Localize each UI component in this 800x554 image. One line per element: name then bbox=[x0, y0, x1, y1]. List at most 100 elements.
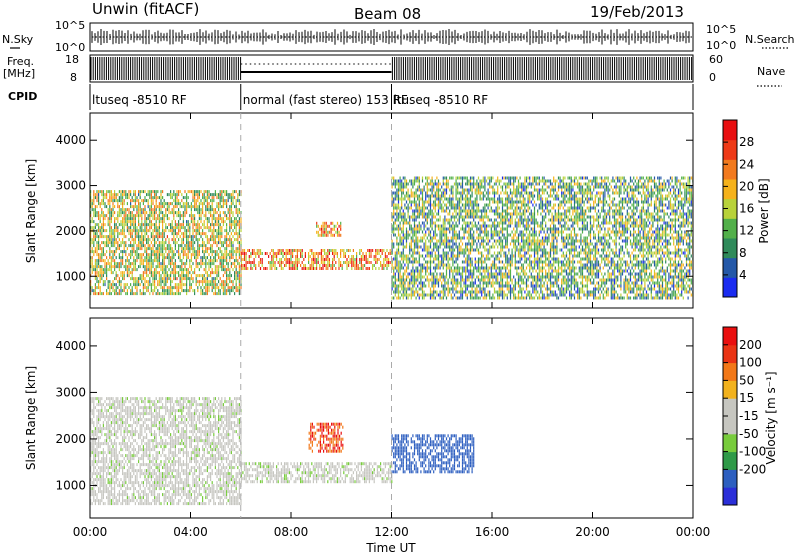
heat-cell bbox=[481, 209, 483, 213]
heat-cell bbox=[230, 199, 232, 203]
heat-cell bbox=[192, 250, 194, 254]
heat-cell bbox=[482, 278, 484, 282]
heat-cell bbox=[237, 214, 239, 218]
heat-cell bbox=[195, 226, 197, 230]
heat-cell bbox=[229, 205, 231, 209]
heat-cell bbox=[120, 199, 122, 203]
heat-cell bbox=[134, 202, 136, 206]
heat-cell bbox=[442, 224, 444, 228]
heat-cell bbox=[436, 194, 438, 198]
heat-cell bbox=[219, 196, 221, 200]
heat-cell bbox=[468, 272, 470, 276]
heat-cell bbox=[433, 194, 435, 198]
heat-cell bbox=[484, 260, 486, 264]
heat-cell bbox=[457, 236, 459, 240]
heat-cell bbox=[402, 188, 404, 192]
heat-cell bbox=[131, 217, 133, 221]
heat-cell bbox=[136, 292, 138, 296]
heat-cell bbox=[226, 193, 228, 197]
heat-cell bbox=[433, 293, 435, 297]
heat-cell bbox=[117, 193, 119, 197]
heat-cell bbox=[455, 284, 457, 288]
heat-cell bbox=[94, 226, 96, 230]
heat-cell bbox=[234, 217, 236, 221]
heat-cell bbox=[473, 218, 475, 222]
heat-cell bbox=[122, 238, 124, 242]
heat-cell bbox=[128, 217, 130, 221]
heat-cell bbox=[110, 271, 112, 275]
heat-cell bbox=[465, 221, 467, 225]
heat-cell bbox=[439, 224, 441, 228]
heat-cell bbox=[442, 254, 444, 258]
heat-cell bbox=[238, 220, 240, 224]
heat-cell bbox=[439, 260, 441, 264]
heat-cell bbox=[216, 259, 218, 263]
heat-cell bbox=[158, 277, 160, 281]
heat-cell bbox=[317, 258, 319, 261]
heat-cell bbox=[142, 223, 144, 227]
heat-cell bbox=[165, 292, 167, 296]
heat-cell bbox=[221, 229, 223, 233]
heat-cell bbox=[130, 211, 132, 215]
heat-cell bbox=[158, 262, 160, 266]
heat-cell bbox=[176, 223, 178, 227]
heat-cell bbox=[123, 283, 125, 287]
heat-cell bbox=[155, 256, 157, 260]
heat-cell bbox=[173, 256, 175, 260]
heat-cell bbox=[282, 267, 284, 270]
heat-cell bbox=[428, 233, 430, 237]
heat-cell bbox=[230, 286, 232, 290]
heat-cell bbox=[394, 185, 396, 189]
heat-cell bbox=[149, 220, 151, 224]
heat-cell bbox=[431, 218, 433, 222]
heat-cell bbox=[200, 232, 202, 236]
heat-cell bbox=[442, 257, 444, 261]
heat-cell bbox=[360, 264, 362, 267]
heat-cell bbox=[444, 263, 446, 267]
heat-cell bbox=[198, 211, 200, 215]
heat-cell bbox=[433, 236, 435, 240]
heat-cell bbox=[138, 190, 140, 194]
heat-cell bbox=[343, 249, 345, 252]
heat-cell bbox=[405, 242, 408, 246]
noise-right-tick-top: 10^5 bbox=[706, 23, 736, 36]
heat-cell bbox=[429, 218, 432, 222]
heat-cell bbox=[415, 242, 417, 246]
heat-cell bbox=[155, 271, 157, 275]
heat-cell bbox=[490, 179, 492, 183]
heat-cell bbox=[471, 257, 473, 261]
heat-cell bbox=[128, 244, 130, 248]
heat-cell bbox=[481, 260, 483, 264]
heat-cell bbox=[146, 259, 148, 263]
heat-cell bbox=[213, 199, 215, 203]
heat-cell bbox=[458, 254, 460, 258]
heat-cell bbox=[330, 230, 332, 234]
heat-cell bbox=[457, 272, 459, 276]
heat-cell bbox=[138, 241, 140, 245]
heat-cell bbox=[276, 252, 278, 255]
heat-cell bbox=[469, 227, 472, 231]
heat-cell bbox=[210, 211, 212, 215]
heat-cell bbox=[268, 261, 270, 264]
heat-cell bbox=[182, 241, 184, 245]
heat-cell bbox=[218, 271, 220, 275]
heat-cell bbox=[409, 233, 411, 237]
heat-cell bbox=[205, 199, 207, 203]
heat-cell bbox=[481, 212, 483, 216]
heat-cell bbox=[125, 223, 127, 227]
heat-cell bbox=[481, 254, 483, 258]
heat-cell bbox=[445, 176, 448, 180]
heat-cell bbox=[460, 281, 462, 285]
heat-cell bbox=[162, 262, 164, 266]
heat-cell bbox=[198, 283, 200, 287]
heat-cell bbox=[417, 209, 419, 213]
heat-cell bbox=[397, 278, 400, 282]
heat-cell bbox=[91, 238, 93, 242]
heat-cell bbox=[109, 196, 111, 200]
heat-cell bbox=[163, 277, 165, 281]
heat-cell bbox=[332, 258, 334, 261]
heat-cell bbox=[461, 251, 464, 255]
heat-cell bbox=[144, 217, 146, 221]
heat-cell bbox=[195, 193, 197, 197]
heat-cell bbox=[96, 262, 98, 266]
